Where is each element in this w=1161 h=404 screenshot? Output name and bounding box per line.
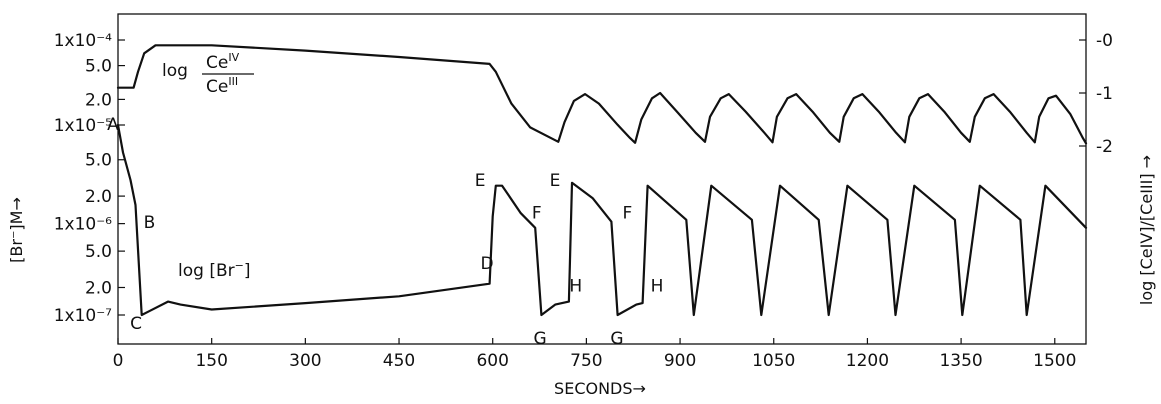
- lower-y-tick-label: 1x10⁻⁷: [54, 306, 112, 326]
- upper-y-tick-label: 2.0: [85, 90, 112, 110]
- point-label-a: A: [107, 115, 119, 135]
- series-label-bromide-charge: −: [235, 259, 244, 272]
- lower-y-tick-label: 5.0: [85, 151, 112, 171]
- series-line-ce-ratio: [116, 44, 1088, 145]
- x-tick-label: 1500: [1033, 351, 1076, 371]
- x-tick-label: 150: [195, 351, 227, 371]
- x-tick-label: 750: [570, 351, 602, 371]
- series-label-numerator-sup: IV: [228, 51, 239, 64]
- point-label-b: B: [144, 213, 156, 233]
- point-label-g: G: [534, 329, 547, 349]
- series-label-bromide-close: ]: [244, 261, 251, 281]
- point-label-h: H: [651, 276, 664, 296]
- point-label-d: D: [480, 254, 493, 274]
- curves: [116, 44, 1088, 317]
- upper-y-tick-label: 1x10⁻⁵: [54, 116, 112, 136]
- x-tick-label: 300: [289, 351, 321, 371]
- point-label-e: E: [475, 171, 486, 191]
- x-axis-title: SECONDS→: [554, 379, 646, 398]
- upper-y-tick-label: 1x10⁻⁴: [54, 31, 112, 51]
- point-label-g: G: [610, 329, 623, 349]
- series-label-numerator: CeIV: [206, 51, 240, 73]
- point-label-c: C: [130, 314, 142, 334]
- upper-y-tick-label: 5.0: [85, 57, 112, 77]
- x-tick-label: 1200: [846, 351, 889, 371]
- series-label-bromide: log [Br−]: [178, 259, 250, 281]
- point-label-f: F: [532, 203, 542, 223]
- series-label-denominator: CeIII: [206, 75, 238, 97]
- x-tick-label: 1050: [752, 351, 795, 371]
- y-axis-title-left: [Br⁻]M→: [7, 197, 26, 263]
- lower-y-tick-label: 2.0: [85, 278, 112, 298]
- x-tick-label: 450: [383, 351, 415, 371]
- series-label-bromide-log: log [Br: [178, 261, 235, 281]
- lower-y-tick-label: 2.0: [85, 187, 112, 207]
- x-tick-label: 900: [664, 351, 696, 371]
- right-y-tick-label: -0: [1096, 31, 1113, 51]
- point-label-f: F: [622, 203, 632, 223]
- series-label-log: log: [162, 61, 188, 81]
- lower-y-tick-label: 5.0: [85, 242, 112, 262]
- point-label-e: E: [550, 171, 561, 191]
- y-axis-title-right: log [CeIV]/[CeIII] →: [1137, 155, 1156, 305]
- series-line-bromide: [116, 123, 1088, 317]
- x-tick-label: 0: [113, 351, 124, 371]
- point-label-h: H: [569, 276, 582, 296]
- x-tick-label: 600: [476, 351, 508, 371]
- right-y-tick-label: -1: [1096, 84, 1113, 104]
- series-label-denominator-sup: III: [228, 75, 238, 88]
- tick-labels: 0 150 300 450 600 750 900 1050 1200 1350 1500 1x10⁻…: [54, 31, 1113, 371]
- lower-y-tick-label: 1x10⁻⁶: [54, 215, 112, 235]
- tick-marks: [117, 39, 1086, 344]
- x-tick-label: 1350: [939, 351, 982, 371]
- plot-frame: [117, 13, 1087, 345]
- right-y-tick-label: -2: [1096, 137, 1113, 157]
